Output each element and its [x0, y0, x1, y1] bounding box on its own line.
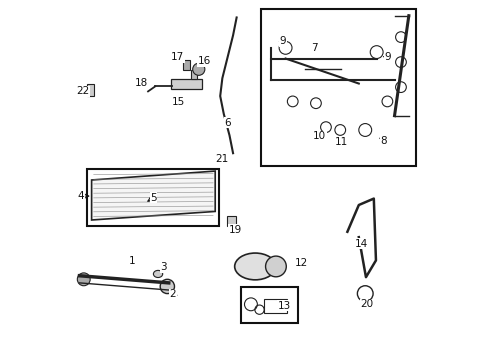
Text: 15: 15 — [171, 97, 184, 107]
Text: 16: 16 — [198, 57, 211, 66]
Text: 9: 9 — [279, 36, 286, 46]
Ellipse shape — [265, 256, 285, 277]
Ellipse shape — [153, 270, 163, 278]
Bar — [226, 216, 235, 226]
Text: 1: 1 — [128, 256, 135, 266]
Polygon shape — [91, 171, 215, 220]
Text: 9: 9 — [383, 52, 390, 62]
Circle shape — [160, 279, 174, 294]
Text: 11: 11 — [334, 138, 347, 148]
Text: 13: 13 — [277, 301, 290, 311]
Text: 6: 6 — [224, 118, 230, 128]
Text: 18: 18 — [135, 78, 148, 88]
Text: 17: 17 — [171, 52, 184, 62]
Bar — [86, 84, 94, 96]
Text: 19: 19 — [228, 225, 242, 235]
Text: 21: 21 — [215, 154, 228, 163]
Text: 4: 4 — [78, 191, 84, 201]
Text: 20: 20 — [359, 299, 372, 309]
Text: 3: 3 — [160, 262, 167, 272]
Text: 8: 8 — [380, 136, 386, 146]
Ellipse shape — [234, 253, 275, 280]
Text: 2: 2 — [169, 289, 176, 299]
Bar — [264, 299, 287, 313]
FancyBboxPatch shape — [190, 70, 197, 79]
Text: 5: 5 — [150, 193, 156, 203]
Text: 10: 10 — [312, 131, 325, 141]
Text: 22: 22 — [76, 86, 89, 96]
Circle shape — [77, 273, 90, 286]
Bar — [183, 60, 190, 70]
Text: 14: 14 — [354, 239, 367, 249]
Text: 7: 7 — [310, 43, 317, 53]
Text: 12: 12 — [294, 258, 307, 268]
Bar — [171, 79, 201, 89]
Circle shape — [192, 63, 204, 75]
